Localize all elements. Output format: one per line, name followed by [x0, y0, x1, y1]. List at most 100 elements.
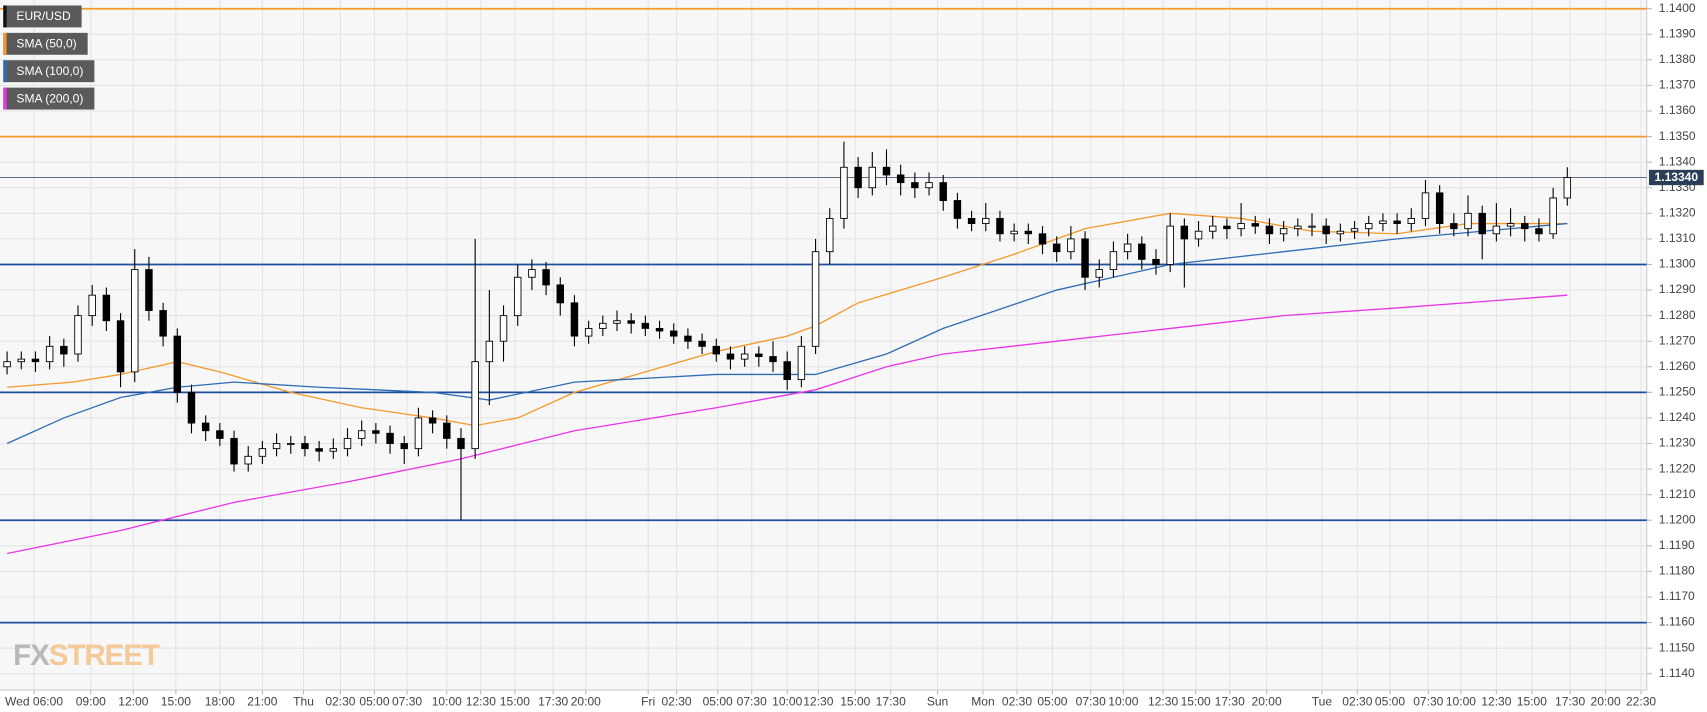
candle-body — [499, 315, 508, 342]
candle-body — [17, 358, 26, 363]
x-tick-label: 07:30 — [737, 694, 767, 708]
legend-label: SMA (200,0) — [16, 91, 83, 105]
x-tick-label: 15:00 — [1181, 694, 1211, 708]
candle-body — [698, 340, 706, 347]
x-tick-label: 02:30 — [325, 694, 355, 708]
candle-body — [584, 327, 593, 337]
candle-body — [996, 217, 1004, 235]
y-tick-label: 1.1160 — [1659, 615, 1695, 629]
candle-body — [1010, 230, 1018, 235]
sma-line — [6, 294, 1568, 555]
candle-body — [414, 417, 423, 450]
x-tick-label: 12:30 — [803, 694, 833, 708]
candle-body — [485, 340, 494, 363]
candle-body — [939, 182, 947, 201]
candle-body — [386, 432, 394, 444]
y-tick-label: 1.1140 — [1659, 666, 1695, 680]
candle-body — [287, 443, 295, 446]
candle-body — [1535, 228, 1543, 235]
candle-body — [670, 330, 678, 337]
candle-body — [31, 358, 40, 363]
x-tick-label: 12:30 — [1481, 694, 1511, 708]
x-tick-label: 20:00 — [1591, 694, 1621, 708]
candle-body — [315, 448, 323, 452]
y-tick-label: 1.1350 — [1659, 129, 1696, 143]
candle-body — [1109, 251, 1118, 271]
candle-body — [570, 302, 579, 337]
candle-body — [1435, 192, 1444, 224]
legend-swatch — [3, 32, 7, 55]
candle-body — [953, 200, 962, 219]
last-price-box — [1648, 169, 1704, 186]
legend-swatch — [3, 5, 7, 28]
candle-body — [556, 284, 564, 304]
x-tick-label: 09:00 — [76, 694, 106, 708]
candle-body — [1379, 220, 1387, 224]
candle-body — [967, 217, 976, 224]
y-tick-label: 1.1230 — [1659, 436, 1696, 450]
candle-body — [1393, 220, 1401, 224]
legend-label: SMA (50,0) — [16, 37, 76, 51]
candle-body — [1237, 223, 1245, 230]
candle-body — [854, 166, 862, 189]
y-tick-label: 1.1270 — [1659, 333, 1696, 347]
candle-body — [443, 422, 451, 439]
x-tick-label: 02:30 — [1342, 694, 1372, 708]
watermark: FXSTREET — [13, 639, 160, 672]
y-tick-label: 1.1220 — [1659, 461, 1696, 475]
candle-body — [244, 455, 252, 465]
candle-body — [1506, 223, 1515, 227]
candle-body — [783, 361, 791, 381]
x-tick-label: 21:00 — [247, 694, 277, 708]
y-tick-label: 1.1360 — [1659, 103, 1696, 117]
candle-body — [159, 310, 167, 337]
y-tick-label: 1.1210 — [1659, 487, 1696, 501]
legend-box — [3, 87, 95, 110]
candle-body — [1223, 225, 1231, 230]
candle-body — [343, 437, 352, 450]
x-tick-label: Tue — [1312, 694, 1333, 708]
candle-body — [911, 182, 919, 189]
candle-body — [372, 430, 380, 434]
x-tick-label: 07:30 — [1413, 694, 1443, 708]
candle-body — [1024, 230, 1033, 235]
candle-body — [1322, 225, 1330, 235]
candle-body — [641, 322, 650, 329]
candle-body — [116, 320, 125, 373]
x-tick-label: Wed 06:00 — [5, 694, 63, 708]
candle-body — [1294, 225, 1302, 230]
candle-body — [1350, 228, 1359, 232]
candle-body — [357, 430, 366, 439]
candle-body — [1152, 258, 1160, 265]
candle-body — [145, 269, 153, 311]
x-tick-label: Thu — [293, 694, 314, 708]
legend-box — [3, 32, 88, 55]
y-tick-label: 1.1320 — [1659, 206, 1696, 220]
levels — [0, 7, 1647, 624]
x-tick-label: 15:00 — [840, 694, 870, 708]
candle-body — [1549, 197, 1557, 235]
legend-box — [3, 5, 82, 28]
candle-body — [797, 345, 806, 381]
x-tick-label: 20:00 — [1252, 694, 1282, 708]
y-tick-label: 1.1170 — [1659, 589, 1695, 603]
candle-body — [88, 294, 96, 317]
candle-body — [882, 166, 891, 176]
x-tick-label: 20:00 — [571, 694, 601, 708]
x-tick-label: 10:00 — [1446, 694, 1476, 708]
y-tick-label: 1.1280 — [1659, 308, 1696, 322]
x-tick-label: 07:30 — [1076, 694, 1106, 708]
x-tick-label: 15:00 — [500, 694, 530, 708]
candle-body — [1208, 225, 1217, 232]
candle-body — [60, 345, 68, 355]
candle-body — [1563, 177, 1572, 199]
logo-street: STREET — [49, 639, 160, 672]
x-tick-label: 05:00 — [1037, 694, 1067, 708]
candle-body — [740, 353, 749, 360]
candle-body — [74, 315, 82, 355]
candle-body — [45, 345, 54, 363]
candle-body — [712, 345, 721, 355]
logo-fx: FX — [13, 639, 50, 672]
